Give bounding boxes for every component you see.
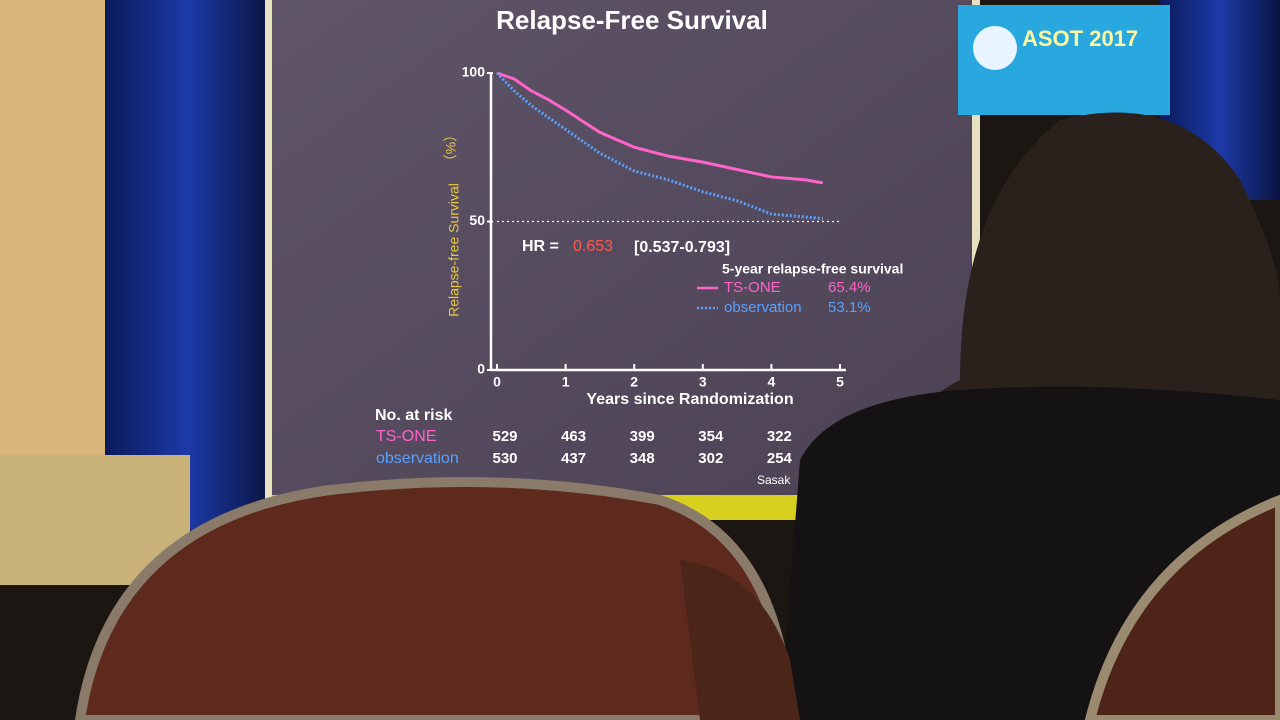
y-tick-label: 50 [469, 212, 485, 228]
left-curtain [105, 0, 270, 530]
at-risk-count: 254 [767, 450, 793, 467]
hr-label: HR = [522, 238, 559, 255]
y-tick-label: 0 [477, 361, 485, 377]
chair-mid [680, 560, 800, 720]
at-risk-count: 529 [492, 428, 517, 445]
at-risk-count: 302 [698, 450, 723, 467]
x-tick-label: 1 [562, 374, 570, 390]
at-risk-count: 530 [492, 450, 517, 467]
y-axis-label: Relapse-free Survival [446, 183, 462, 317]
survival-curve [495, 71, 823, 221]
at-risk-count: 437 [561, 450, 586, 467]
y-tick-label: 100 [462, 64, 486, 80]
at-risk-count: 399 [630, 428, 655, 445]
banner-title: ASOT 2017 [1022, 26, 1138, 51]
x-tick-label: 4 [768, 374, 776, 390]
asot-logo [973, 26, 1017, 70]
chart-title: Relapse-Free Survival [496, 5, 768, 35]
legend-label: TS-ONE [724, 279, 781, 296]
hr-value: 0.653 [573, 238, 613, 255]
x-tick-label: 2 [630, 374, 638, 390]
legend-rate: 53.1% [828, 299, 871, 316]
at-risk-count: 354 [698, 428, 724, 445]
at-risk-name: observation [376, 450, 459, 467]
at-risk-count: 348 [630, 450, 655, 467]
x-tick-label: 3 [699, 374, 707, 390]
left-banner [0, 0, 110, 460]
legend-rate: 65.4% [828, 279, 871, 296]
x-axis-label: Years since Randomization [586, 391, 793, 408]
at-risk-count: 322 [767, 428, 792, 445]
hr-ci: [0.537-0.793] [634, 239, 730, 256]
survival-curve [496, 71, 824, 185]
legend-title: 5-year relapse-free survival [722, 261, 903, 277]
x-tick-label: 0 [493, 374, 501, 390]
at-risk-title: No. at risk [375, 407, 452, 424]
footnote: Sasak [757, 473, 791, 487]
legend-label: observation [724, 299, 802, 316]
y-axis-unit: （%） [443, 128, 459, 168]
x-tick-label: 5 [836, 374, 844, 390]
chair-back [74, 477, 796, 720]
at-risk-count: 463 [561, 428, 586, 445]
chart: Relapse-Free Survival Relapse-free Surviv… [375, 5, 903, 487]
chair-right [1084, 494, 1280, 720]
at-risk-name: TS-ONE [376, 428, 436, 445]
